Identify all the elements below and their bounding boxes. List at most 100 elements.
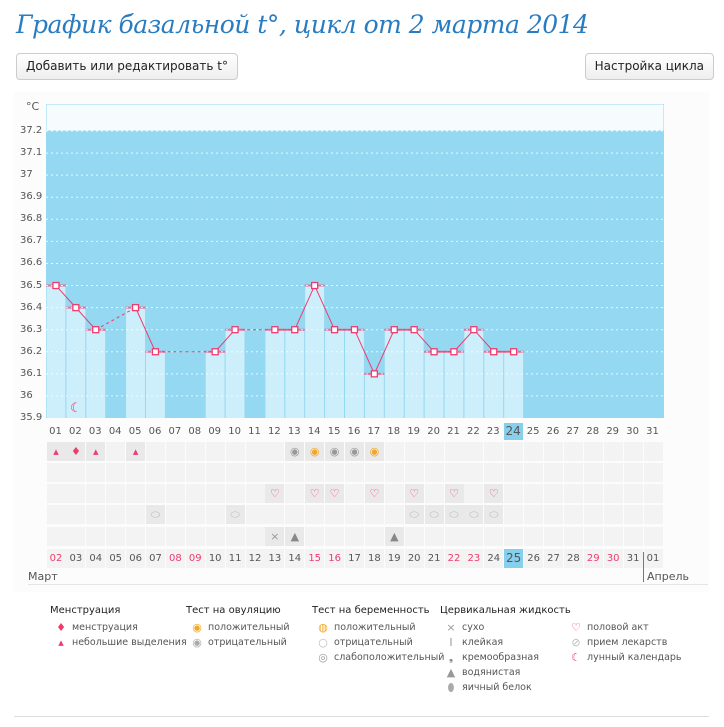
day-cell[interactable] bbox=[46, 484, 66, 503]
day-cell[interactable] bbox=[544, 463, 563, 482]
day-cell[interactable] bbox=[325, 527, 345, 546]
day-cell[interactable] bbox=[285, 484, 305, 503]
day-cell[interactable] bbox=[106, 505, 126, 524]
day-cell[interactable] bbox=[544, 505, 563, 524]
day-cell[interactable] bbox=[524, 505, 544, 524]
day-cell[interactable] bbox=[86, 527, 106, 546]
day-cell[interactable]: ♡ bbox=[265, 484, 285, 503]
day-cell[interactable] bbox=[364, 505, 384, 524]
day-cell[interactable] bbox=[464, 463, 484, 482]
day-cell[interactable] bbox=[126, 527, 146, 546]
day-cell[interactable] bbox=[563, 505, 583, 524]
day-cell[interactable]: ⬭ bbox=[424, 505, 444, 524]
day-cell[interactable] bbox=[623, 505, 643, 524]
day-cell[interactable] bbox=[205, 442, 225, 461]
day-cell[interactable]: ▲ bbox=[285, 527, 305, 546]
day-cell[interactable] bbox=[563, 484, 583, 503]
day-cell[interactable] bbox=[524, 484, 544, 503]
day-cell[interactable] bbox=[126, 484, 146, 503]
day-cell[interactable] bbox=[364, 527, 384, 546]
day-cell[interactable] bbox=[185, 442, 205, 461]
temperature-chart[interactable]: ☾ bbox=[46, 104, 664, 419]
day-cell[interactable] bbox=[165, 527, 185, 546]
day-cell[interactable] bbox=[484, 527, 504, 546]
day-cell[interactable] bbox=[424, 442, 444, 461]
day-cell[interactable] bbox=[603, 463, 623, 482]
day-cell[interactable] bbox=[285, 505, 305, 524]
day-cell[interactable] bbox=[524, 442, 544, 461]
day-cell[interactable]: ⬭ bbox=[484, 505, 504, 524]
day-cell[interactable] bbox=[245, 527, 265, 546]
day-cell[interactable] bbox=[583, 505, 603, 524]
day-cell[interactable]: ♡ bbox=[444, 484, 464, 503]
day-cell[interactable] bbox=[86, 505, 106, 524]
day-cell[interactable] bbox=[544, 484, 563, 503]
day-cell[interactable] bbox=[285, 463, 305, 482]
day-cell[interactable] bbox=[66, 527, 86, 546]
day-cell[interactable] bbox=[265, 442, 285, 461]
day-cell[interactable] bbox=[504, 484, 524, 503]
day-cell[interactable]: ♡ bbox=[484, 484, 504, 503]
day-cell[interactable] bbox=[86, 484, 106, 503]
day-cell[interactable] bbox=[345, 484, 364, 503]
day-cell[interactable] bbox=[46, 527, 66, 546]
day-cell[interactable] bbox=[106, 527, 126, 546]
day-cell[interactable]: ▲ bbox=[384, 527, 404, 546]
day-cell[interactable]: ◉ bbox=[325, 442, 345, 461]
day-cell[interactable] bbox=[205, 527, 225, 546]
day-cell[interactable] bbox=[563, 527, 583, 546]
day-cell[interactable] bbox=[643, 442, 663, 461]
day-cell[interactable] bbox=[265, 463, 285, 482]
day-cell[interactable] bbox=[106, 484, 126, 503]
day-cell[interactable] bbox=[464, 527, 484, 546]
day-cell[interactable] bbox=[245, 442, 265, 461]
day-cell[interactable] bbox=[643, 463, 663, 482]
day-cell[interactable]: ◉ bbox=[364, 442, 384, 461]
day-cell[interactable] bbox=[205, 505, 225, 524]
day-cell[interactable] bbox=[563, 463, 583, 482]
day-cell[interactable] bbox=[384, 505, 404, 524]
day-cell[interactable] bbox=[165, 484, 185, 503]
day-cell[interactable]: ♡ bbox=[364, 484, 384, 503]
day-cell[interactable] bbox=[66, 484, 86, 503]
day-cell[interactable]: ⬭ bbox=[444, 505, 464, 524]
day-cell[interactable] bbox=[46, 463, 66, 482]
cycle-settings-button[interactable]: Настройка цикла bbox=[584, 53, 714, 80]
day-cell[interactable] bbox=[623, 527, 643, 546]
day-cell[interactable] bbox=[603, 442, 623, 461]
day-cell[interactable] bbox=[424, 463, 444, 482]
day-cell[interactable] bbox=[225, 463, 245, 482]
day-cell[interactable] bbox=[146, 442, 165, 461]
day-cell[interactable] bbox=[524, 463, 544, 482]
day-cell[interactable] bbox=[165, 442, 185, 461]
add-edit-temperature-button[interactable]: Добавить или редактировать t° bbox=[16, 53, 238, 80]
day-cell[interactable] bbox=[583, 442, 603, 461]
day-cell[interactable] bbox=[623, 463, 643, 482]
day-cell[interactable] bbox=[424, 527, 444, 546]
day-cell[interactable] bbox=[623, 484, 643, 503]
day-cell[interactable] bbox=[384, 442, 404, 461]
day-cell[interactable] bbox=[504, 463, 524, 482]
day-cell[interactable]: × bbox=[265, 527, 285, 546]
day-cell[interactable] bbox=[86, 463, 106, 482]
day-cell[interactable] bbox=[106, 463, 126, 482]
day-cell[interactable] bbox=[185, 505, 205, 524]
day-cell[interactable] bbox=[345, 505, 364, 524]
day-cell[interactable]: ▴ bbox=[126, 442, 146, 461]
day-cell[interactable] bbox=[325, 505, 345, 524]
day-cell[interactable] bbox=[544, 527, 563, 546]
day-cell[interactable]: ♦ bbox=[66, 442, 86, 461]
day-cell[interactable] bbox=[464, 442, 484, 461]
day-cell[interactable] bbox=[325, 463, 345, 482]
day-cell[interactable] bbox=[504, 442, 524, 461]
day-cell[interactable] bbox=[205, 484, 225, 503]
day-cell[interactable] bbox=[146, 484, 165, 503]
day-cell[interactable] bbox=[345, 527, 364, 546]
day-cell[interactable] bbox=[245, 463, 265, 482]
day-cell[interactable] bbox=[126, 463, 146, 482]
day-cell[interactable] bbox=[643, 484, 663, 503]
day-cell[interactable] bbox=[205, 463, 225, 482]
day-cell[interactable]: ◉ bbox=[285, 442, 305, 461]
day-cell[interactable] bbox=[504, 527, 524, 546]
day-cell[interactable] bbox=[345, 463, 364, 482]
